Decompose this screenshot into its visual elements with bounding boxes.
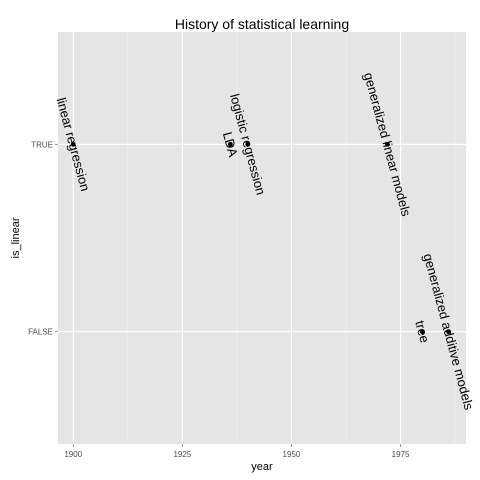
axis-ticks: 1900 1925 1950 1975 FALSE TRUE (28, 140, 410, 459)
x-axis-title: year (251, 461, 273, 473)
data-point (385, 141, 390, 147)
point-label: LDA (220, 130, 241, 159)
y-tick-label: TRUE (31, 140, 53, 149)
x-tick-label: 1950 (283, 450, 301, 459)
x-tick-label: 1975 (392, 450, 410, 459)
data-point (227, 141, 233, 147)
data-point (419, 329, 425, 335)
x-tick-label: 1900 (64, 450, 82, 459)
data-point (245, 141, 251, 147)
chart-title: History of statistical learning (175, 16, 349, 32)
grid-lines (58, 32, 466, 444)
panel-background (58, 32, 466, 444)
data-points (70, 141, 451, 335)
x-tick-label: 1925 (173, 450, 191, 459)
y-tick-label: FALSE (28, 328, 53, 337)
data-point (446, 329, 451, 335)
data-point (70, 141, 76, 147)
point-label: tree (412, 319, 432, 345)
y-axis-title: is_linear (10, 217, 22, 258)
